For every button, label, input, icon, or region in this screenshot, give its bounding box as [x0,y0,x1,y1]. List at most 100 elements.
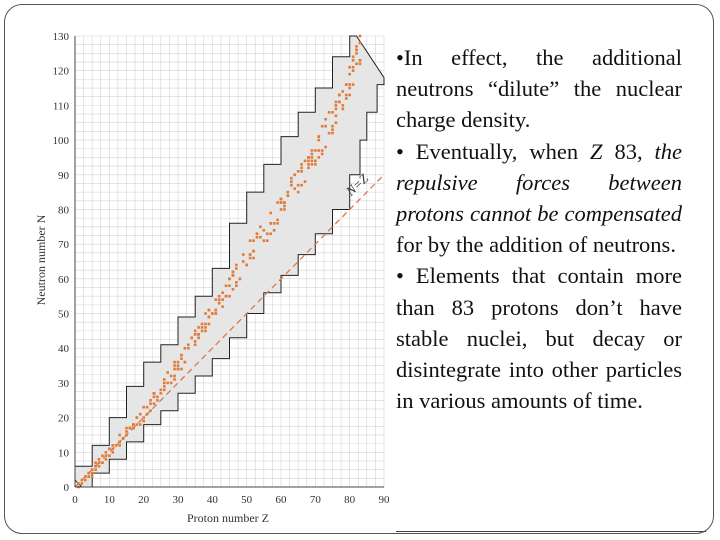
stable-nucleus-point [334,121,338,125]
stable-nucleus-point [187,343,190,347]
bullet-dilute: •In effect, the additional neutrons “dil… [396,45,682,133]
stable-nucleus-point [310,149,314,152]
stable-nucleus-point [331,124,334,128]
stable-nucleus-point [279,208,283,211]
x-tick-label: 40 [207,494,219,506]
stability-band-area [74,35,385,488]
stable-nucleus-point [248,256,252,260]
stable-nucleus-point [286,194,290,197]
stability-band [74,35,385,488]
stable-nucleus-point [248,239,252,242]
stable-nucleus-point [259,225,262,229]
stable-nucleus-point [262,228,266,232]
stable-nucleus-point [228,294,231,298]
stable-nucleus-point [159,388,163,392]
symbol-z: Z [590,138,603,164]
stable-nucleus-point [156,395,159,399]
stable-nucleus-point [358,34,362,38]
stable-nucleus-point [176,364,180,367]
stable-nucleus-point [162,385,166,388]
stable-nucleus-point [334,107,338,111]
x-tick-label: 70 [310,494,322,506]
stable-nucleus-point [159,392,163,395]
stable-nucleus-point [169,374,173,378]
stable-nucleus-point [200,322,204,326]
stable-nucleus-point [173,364,176,367]
stable-nucleus-point [125,430,128,433]
stable-nucleus-point [344,83,348,86]
stable-nucleus-point [138,423,142,426]
stable-nucleus-point [80,482,84,485]
x-tick-label: 20 [138,494,150,506]
stable-nucleus-point [162,388,166,392]
stable-nucleus-point [279,201,283,204]
stable-nucleus-point [324,145,327,149]
stable-nucleus-point [351,83,355,86]
stable-nucleus-point [327,111,331,114]
stable-nucleus-point [152,395,156,399]
stable-nucleus-point [108,447,111,451]
stable-nucleus-point [348,72,351,76]
x-tick-label: 90 [379,494,391,506]
stable-nucleus-point [97,464,101,468]
stable-nucleus-point [235,284,238,288]
y-tick-label: 50 [58,309,70,321]
stable-nucleus-point [283,204,286,208]
stable-nucleus-point [272,228,276,232]
y-axis-label: Neutron number N [34,214,48,305]
stable-nucleus-point [224,284,228,288]
stable-nucleus-point [355,45,358,48]
stable-nucleus-point [341,104,345,107]
stable-nucleus-point [317,149,321,152]
stable-nucleus-point [97,461,101,465]
stable-nucleus-point [169,381,173,385]
stable-nucleus-point [255,232,259,236]
stable-nucleus-point [104,457,108,461]
stable-nucleus-point [334,104,338,107]
stable-nucleus-point [272,222,276,225]
stable-nucleus-point [269,232,272,236]
stable-nucleus-point [142,405,145,409]
stable-nucleus-point [296,183,300,187]
stable-nucleus-point [348,93,351,97]
explanation-text: •In effect, the additional neutrons “dil… [396,42,682,416]
stable-nucleus-point [228,277,231,281]
x-tick-label: 50 [241,494,253,506]
stable-nucleus-point [348,86,351,90]
stable-nucleus-point [90,468,94,471]
stable-nucleus-point [84,478,87,482]
chart-axes [74,36,384,488]
stable-nucleus-point [351,55,355,59]
stable-nucleus-point [207,322,211,326]
stable-nucleus-point [341,107,345,111]
stable-nucleus-point [276,218,279,222]
stable-nucleus-point [334,100,338,104]
stable-nucleus-point [300,183,303,187]
stable-nucleus-point [338,100,341,104]
y-tick-label: 80 [58,204,70,216]
stable-nucleus-point [142,419,145,423]
stable-nucleus-point [269,211,272,215]
stable-nucleus-point [300,166,303,170]
stable-nucleus-point [214,298,218,301]
stable-nucleus-point [358,41,362,45]
y-tick-label: 130 [53,31,70,43]
stable-nucleus-point [296,170,300,173]
stable-nucleus-point [90,475,94,478]
stable-nucleus-point [314,159,317,163]
stable-nucleus-point [162,381,166,385]
stable-nucleus-point [138,412,142,416]
stable-nucleus-point [290,176,293,180]
stable-nucleus-point [351,69,355,72]
stable-nucleus-point [125,426,128,430]
stable-nucleus-point [121,437,125,440]
stable-nucleus-point [108,454,111,458]
stable-nucleus-point [279,197,283,201]
stable-nucleus-point [135,423,139,426]
stable-nucleus-point [317,156,321,159]
stable-nucleus-point [300,163,303,166]
stable-nucleus-point [293,173,297,177]
stable-nucleus-point [221,305,224,308]
stable-nucleus-point [320,149,324,152]
stable-nucleus-point [145,412,149,416]
